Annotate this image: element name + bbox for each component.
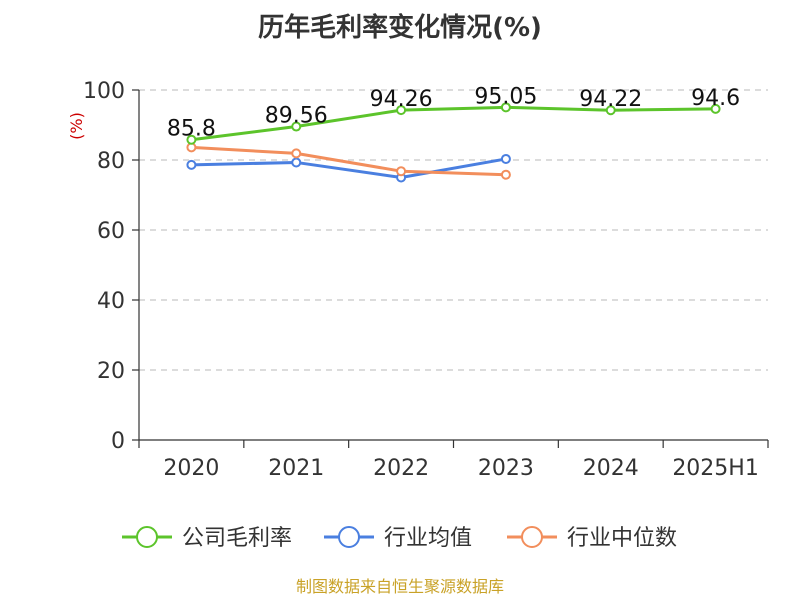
data-point — [710, 103, 721, 114]
data-point — [500, 169, 511, 180]
data-point — [500, 153, 511, 164]
legend-label: 公司毛利率 — [182, 526, 292, 551]
legend-label: 行业中位数 — [567, 526, 677, 551]
data-point — [396, 166, 407, 177]
y-tick-label: 60 — [97, 219, 125, 244]
x-tick-label: 2022 — [373, 456, 429, 481]
y-axis-unit-label: (%) — [67, 112, 86, 140]
legend-label: 行业均值 — [384, 526, 472, 551]
x-tick-label: 2025H1 — [672, 456, 759, 481]
series-lines — [186, 102, 721, 183]
legend-marker-icon — [136, 526, 158, 548]
y-tick-label: 20 — [97, 359, 125, 384]
data-labels: 85.8 89.56 94.26 95.05 94.22 94.6 — [167, 84, 740, 141]
y-tick-label: 100 — [83, 79, 125, 104]
data-point — [500, 102, 511, 113]
data-label: 89.56 — [265, 104, 328, 129]
y-tick-label: 40 — [97, 289, 125, 314]
x-tick-label: 2021 — [268, 456, 324, 481]
axes: 0 20 40 60 80 100 2020 2021 2022 2023 2024 2025H1 — [83, 79, 769, 481]
legend: 公司毛利率 行业均值 行业中位数 — [122, 526, 677, 551]
gridlines — [139, 89, 768, 371]
data-point — [396, 105, 407, 116]
data-label: 94.26 — [370, 87, 433, 112]
data-point — [291, 148, 302, 159]
legend-item: 行业均值 — [324, 526, 472, 551]
data-point — [291, 121, 302, 132]
chart-title: 历年毛利率变化情况(%) — [258, 12, 542, 43]
series-line — [189, 105, 718, 142]
series-line — [189, 145, 508, 177]
data-label: 95.05 — [474, 84, 537, 109]
legend-item: 行业中位数 — [507, 526, 677, 551]
y-tick-label: 80 — [97, 149, 125, 174]
data-point — [291, 157, 302, 168]
x-tick-label: 2023 — [478, 456, 534, 481]
data-label: 94.6 — [691, 86, 740, 111]
legend-marker-icon — [521, 526, 543, 548]
data-label: 94.22 — [579, 87, 642, 112]
x-tick-label: 2020 — [163, 456, 219, 481]
x-tick-label: 2024 — [583, 456, 639, 481]
data-point — [605, 105, 616, 116]
series-line — [189, 157, 508, 179]
data-point — [186, 159, 197, 170]
data-source-note: 制图数据来自恒生聚源数据库 — [296, 577, 504, 596]
y-tick-label: 0 — [111, 429, 125, 454]
legend-marker-icon — [338, 526, 360, 548]
data-label: 85.8 — [167, 117, 216, 142]
data-point — [186, 134, 197, 145]
legend-item: 公司毛利率 — [122, 526, 292, 551]
